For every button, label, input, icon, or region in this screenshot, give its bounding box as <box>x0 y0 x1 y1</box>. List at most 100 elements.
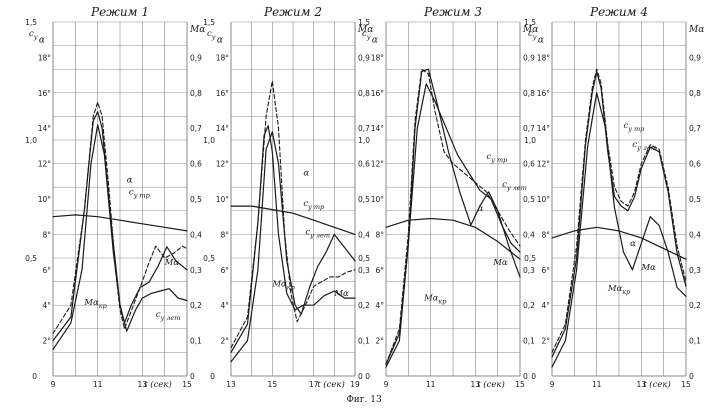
mach-tick-label: 0,2 <box>689 301 701 310</box>
alpha-tick-label: 16° <box>216 89 230 98</box>
mach-tick-label: 0,5 <box>523 195 535 204</box>
mach-tick-label: 0 <box>689 372 694 381</box>
cy-tick-label: 0,5 <box>358 254 370 263</box>
series-line-cy-2 <box>230 125 356 353</box>
curve-annotation-main: Mα <box>640 263 656 273</box>
mach-tick-label: 0,4 <box>358 230 370 239</box>
curve-annotation-sub: y лет <box>636 144 657 152</box>
x-tick-label: 13 <box>138 380 148 389</box>
curve-annotation: Mα <box>492 258 508 268</box>
curve-annotation-sub: кр <box>99 302 108 310</box>
curve-annotation: Mαкр <box>607 284 631 296</box>
x-tick-label: 9 <box>550 380 555 389</box>
cy-tick-label: 1,0 <box>524 136 536 145</box>
curve-annotation: cy тр <box>129 187 151 199</box>
x-tick-label: 13 <box>471 380 481 389</box>
mach-tick-label: 0 <box>523 372 528 381</box>
x-tick-label: 15 <box>515 380 525 389</box>
alpha-tick-label: 8° <box>220 230 229 239</box>
alpha-tick-label: 2° <box>220 337 229 346</box>
curve-annotation: Mαкр <box>83 298 107 310</box>
curve-annotation-sub: y лет <box>506 184 527 192</box>
mach-tick-label: 0,1 <box>358 337 370 346</box>
alpha-axis-label: α <box>39 36 45 46</box>
cy-tick-label: 0,5 <box>25 254 37 263</box>
alpha-tick-label: 4° <box>42 301 51 310</box>
curve-annotation-sub: y тр <box>133 191 151 199</box>
alpha-tick-label: 8° <box>375 230 384 239</box>
alpha-axis-label: α <box>538 36 544 46</box>
mach-tick-label: 0,7 <box>190 124 202 133</box>
mach-tick-label: 0,1 <box>190 337 202 346</box>
cy-tick-label: 1,0 <box>358 136 370 145</box>
mach-tick-label: 0,6 <box>523 160 535 169</box>
x-tick-label: 11 <box>426 380 436 389</box>
alpha-tick-label: 4° <box>375 301 384 310</box>
alpha-tick-label: 14° <box>38 124 52 133</box>
series-line-mach-4 <box>385 217 521 260</box>
cy-axis-label: cy <box>528 29 537 41</box>
x-tick-label: 9 <box>51 380 56 389</box>
series-line-alpha-3 <box>385 83 521 368</box>
x-tick-label: 11 <box>93 380 103 389</box>
mach-axis-label: Mα <box>189 25 205 35</box>
curve-annotation: α <box>127 175 133 185</box>
alpha-tick-label: 18° <box>371 53 385 62</box>
mach-tick-label: 0,6 <box>190 160 202 169</box>
x-tick-label: 13 <box>226 380 236 389</box>
cy-axis-label: cy <box>207 29 216 41</box>
mach-tick-label: 0,3 <box>689 266 701 275</box>
alpha-tick-label: 2° <box>375 337 384 346</box>
panel-title: Режим 1 <box>90 5 149 19</box>
mach-tick-label: 0,1 <box>523 337 535 346</box>
mach-tick-label: 0,9 <box>190 53 202 62</box>
curve-annotation: Mαкр <box>271 279 295 291</box>
curve-annotation: α <box>303 168 309 178</box>
x-tick-label: 11 <box>592 380 602 389</box>
mach-tick-label: 0,2 <box>523 301 535 310</box>
alpha-tick-label: 10° <box>216 195 230 204</box>
curve-annotation-sub: y тр <box>490 156 508 164</box>
alpha-tick-label: 2° <box>42 337 51 346</box>
alpha-tick-label: 12° <box>38 160 52 169</box>
curve-annotation-main: Mα <box>333 289 349 299</box>
x-tick-label: 19 <box>350 380 360 389</box>
alpha-tick-label: 6° <box>541 266 550 275</box>
alpha-tick-label: 18° <box>537 53 551 62</box>
curve-annotation-main: Mα <box>164 258 180 268</box>
series-line-alpha-3 <box>551 92 687 368</box>
x-tick-label: 15 <box>681 380 691 389</box>
alpha-tick-label: 6° <box>42 266 51 275</box>
curve-annotation: cy лет <box>156 310 181 322</box>
curve-annotation-main: α <box>630 239 636 249</box>
alpha-tick-label: 14° <box>537 124 551 133</box>
curve-annotation-main: Mα <box>492 258 508 268</box>
alpha-tick-label: 8° <box>42 230 51 239</box>
alpha-tick-label: 16° <box>371 89 385 98</box>
cy-tick-label: 0,5 <box>203 254 215 263</box>
alpha-tick-label: 14° <box>371 124 385 133</box>
x-tick-label: 9 <box>384 380 389 389</box>
curve-annotation-main: c <box>623 121 628 131</box>
curve-annotation-sub: кр <box>287 283 296 291</box>
mach-axis-label: Mα <box>688 25 704 35</box>
alpha-tick-label: 10° <box>537 195 551 204</box>
alpha-axis-label: α <box>372 36 378 46</box>
cy-axis-label-main: c <box>362 29 367 39</box>
mach-tick-label: 0,9 <box>689 53 701 62</box>
x-tick-label: 15 <box>182 380 192 389</box>
alpha-tick-label: 12° <box>537 160 551 169</box>
cy-tick-label: 0 <box>32 372 37 381</box>
cy-tick-label: 1,5 <box>524 18 536 27</box>
alpha-tick-label: 10° <box>371 195 385 204</box>
chart-panel-1: Режим 100,51,01,5cy2°4°6°8°10°12°14°16°1… <box>25 5 205 390</box>
mach-axis-label: Mα <box>357 25 373 35</box>
mach-tick-label: 0,8 <box>689 89 701 98</box>
mach-axis-label: Mα <box>522 25 538 35</box>
curve-annotation-sub: кр <box>438 297 447 305</box>
chart-panel-4: Режим 400,51,01,5cy2°4°6°8°10°12°14°16°1… <box>524 5 704 390</box>
cy-tick-label: 0 <box>210 372 215 381</box>
chart-panels: Режим 1 0 0,5 1,0 1,5 cy 2° 4° 6° 8° 10° 12° 14° 16° 1… <box>25 5 704 390</box>
curve-annotation-main: α <box>478 204 484 214</box>
